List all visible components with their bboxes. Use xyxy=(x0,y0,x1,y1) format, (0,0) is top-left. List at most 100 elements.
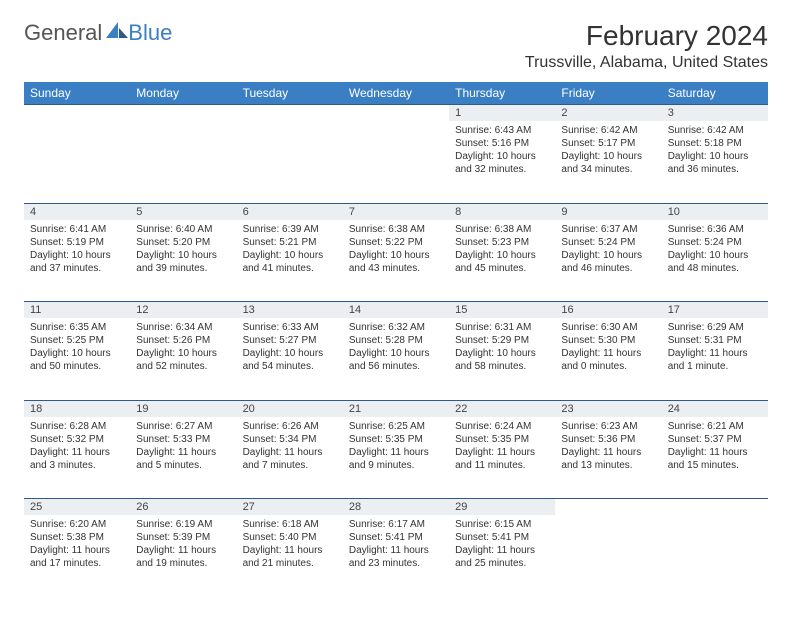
day-number xyxy=(237,105,343,122)
sunset-text: Sunset: 5:35 PM xyxy=(455,433,549,446)
daynum-row: 18192021222324 xyxy=(24,400,768,417)
daylight-text: Daylight: 11 hours and 15 minutes. xyxy=(668,446,762,472)
sunset-text: Sunset: 5:40 PM xyxy=(243,531,337,544)
sunrise-text: Sunrise: 6:26 AM xyxy=(243,420,337,433)
sunrise-text: Sunrise: 6:41 AM xyxy=(30,223,124,236)
day-number: 13 xyxy=(237,302,343,319)
sunset-text: Sunset: 5:24 PM xyxy=(668,236,762,249)
sunset-text: Sunset: 5:35 PM xyxy=(349,433,443,446)
daylight-text: Daylight: 10 hours and 39 minutes. xyxy=(136,249,230,275)
sunset-text: Sunset: 5:39 PM xyxy=(136,531,230,544)
brand-word2: Blue xyxy=(128,20,172,46)
sunset-text: Sunset: 5:37 PM xyxy=(668,433,762,446)
sunset-text: Sunset: 5:25 PM xyxy=(30,334,124,347)
day-number: 17 xyxy=(662,302,768,319)
sunrise-text: Sunrise: 6:42 AM xyxy=(561,124,655,137)
sunset-text: Sunset: 5:24 PM xyxy=(561,236,655,249)
daylight-text: Daylight: 11 hours and 1 minute. xyxy=(668,347,762,373)
daylight-text: Daylight: 10 hours and 52 minutes. xyxy=(136,347,230,373)
day-details: Sunrise: 6:26 AMSunset: 5:34 PMDaylight:… xyxy=(237,417,343,499)
day-details: Sunrise: 6:38 AMSunset: 5:22 PMDaylight:… xyxy=(343,220,449,302)
location-text: Trussville, Alabama, United States xyxy=(525,54,768,72)
sunrise-text: Sunrise: 6:35 AM xyxy=(30,321,124,334)
day-details: Sunrise: 6:23 AMSunset: 5:36 PMDaylight:… xyxy=(555,417,661,499)
daylight-text: Daylight: 10 hours and 34 minutes. xyxy=(561,150,655,176)
day-of-week-cell: Monday xyxy=(130,82,236,105)
day-number: 5 xyxy=(130,203,236,220)
sunrise-text: Sunrise: 6:18 AM xyxy=(243,518,337,531)
details-row: Sunrise: 6:35 AMSunset: 5:25 PMDaylight:… xyxy=(24,318,768,400)
sunrise-text: Sunrise: 6:36 AM xyxy=(668,223,762,236)
day-details: Sunrise: 6:29 AMSunset: 5:31 PMDaylight:… xyxy=(662,318,768,400)
daylight-text: Daylight: 10 hours and 36 minutes. xyxy=(668,150,762,176)
details-row: Sunrise: 6:43 AMSunset: 5:16 PMDaylight:… xyxy=(24,121,768,203)
daylight-text: Daylight: 11 hours and 21 minutes. xyxy=(243,544,337,570)
sunrise-text: Sunrise: 6:23 AM xyxy=(561,420,655,433)
sunset-text: Sunset: 5:29 PM xyxy=(455,334,549,347)
day-of-week-cell: Tuesday xyxy=(237,82,343,105)
day-of-week-cell: Wednesday xyxy=(343,82,449,105)
day-number xyxy=(343,105,449,122)
sunset-text: Sunset: 5:21 PM xyxy=(243,236,337,249)
daylight-text: Daylight: 11 hours and 25 minutes. xyxy=(455,544,549,570)
day-number: 27 xyxy=(237,499,343,516)
day-number: 19 xyxy=(130,400,236,417)
day-number: 29 xyxy=(449,499,555,516)
sunrise-text: Sunrise: 6:25 AM xyxy=(349,420,443,433)
day-number: 7 xyxy=(343,203,449,220)
day-details: Sunrise: 6:43 AMSunset: 5:16 PMDaylight:… xyxy=(449,121,555,203)
daylight-text: Daylight: 11 hours and 0 minutes. xyxy=(561,347,655,373)
daylight-text: Daylight: 10 hours and 37 minutes. xyxy=(30,249,124,275)
daylight-text: Daylight: 11 hours and 17 minutes. xyxy=(30,544,124,570)
day-details: Sunrise: 6:20 AMSunset: 5:38 PMDaylight:… xyxy=(24,515,130,597)
day-details: Sunrise: 6:27 AMSunset: 5:33 PMDaylight:… xyxy=(130,417,236,499)
daynum-row: 45678910 xyxy=(24,203,768,220)
brand-word1: General xyxy=(24,20,102,46)
day-number: 14 xyxy=(343,302,449,319)
sunset-text: Sunset: 5:27 PM xyxy=(243,334,337,347)
sunrise-text: Sunrise: 6:28 AM xyxy=(30,420,124,433)
day-number: 10 xyxy=(662,203,768,220)
daylight-text: Daylight: 11 hours and 7 minutes. xyxy=(243,446,337,472)
day-details: Sunrise: 6:42 AMSunset: 5:18 PMDaylight:… xyxy=(662,121,768,203)
day-details xyxy=(24,121,130,203)
day-number xyxy=(555,499,661,516)
calendar-table: SundayMondayTuesdayWednesdayThursdayFrid… xyxy=(24,82,768,597)
day-details: Sunrise: 6:15 AMSunset: 5:41 PMDaylight:… xyxy=(449,515,555,597)
daylight-text: Daylight: 10 hours and 46 minutes. xyxy=(561,249,655,275)
sunrise-text: Sunrise: 6:42 AM xyxy=(668,124,762,137)
month-title: February 2024 xyxy=(525,20,768,52)
day-number: 24 xyxy=(662,400,768,417)
day-number: 25 xyxy=(24,499,130,516)
day-details: Sunrise: 6:36 AMSunset: 5:24 PMDaylight:… xyxy=(662,220,768,302)
daynum-row: 2526272829 xyxy=(24,499,768,516)
daylight-text: Daylight: 11 hours and 11 minutes. xyxy=(455,446,549,472)
day-number: 12 xyxy=(130,302,236,319)
day-details: Sunrise: 6:38 AMSunset: 5:23 PMDaylight:… xyxy=(449,220,555,302)
day-number: 20 xyxy=(237,400,343,417)
day-number: 21 xyxy=(343,400,449,417)
day-number: 8 xyxy=(449,203,555,220)
details-row: Sunrise: 6:28 AMSunset: 5:32 PMDaylight:… xyxy=(24,417,768,499)
daylight-text: Daylight: 10 hours and 54 minutes. xyxy=(243,347,337,373)
day-details xyxy=(130,121,236,203)
sunrise-text: Sunrise: 6:38 AM xyxy=(455,223,549,236)
day-details: Sunrise: 6:24 AMSunset: 5:35 PMDaylight:… xyxy=(449,417,555,499)
day-number xyxy=(662,499,768,516)
day-details: Sunrise: 6:32 AMSunset: 5:28 PMDaylight:… xyxy=(343,318,449,400)
day-details: Sunrise: 6:21 AMSunset: 5:37 PMDaylight:… xyxy=(662,417,768,499)
sunrise-text: Sunrise: 6:32 AM xyxy=(349,321,443,334)
sunrise-text: Sunrise: 6:40 AM xyxy=(136,223,230,236)
sunset-text: Sunset: 5:33 PM xyxy=(136,433,230,446)
day-details: Sunrise: 6:17 AMSunset: 5:41 PMDaylight:… xyxy=(343,515,449,597)
daylight-text: Daylight: 10 hours and 41 minutes. xyxy=(243,249,337,275)
day-number: 3 xyxy=(662,105,768,122)
sunset-text: Sunset: 5:23 PM xyxy=(455,236,549,249)
sunrise-text: Sunrise: 6:20 AM xyxy=(30,518,124,531)
sunset-text: Sunset: 5:20 PM xyxy=(136,236,230,249)
daylight-text: Daylight: 10 hours and 50 minutes. xyxy=(30,347,124,373)
sunrise-text: Sunrise: 6:17 AM xyxy=(349,518,443,531)
day-of-week-cell: Friday xyxy=(555,82,661,105)
day-number: 6 xyxy=(237,203,343,220)
day-details xyxy=(343,121,449,203)
